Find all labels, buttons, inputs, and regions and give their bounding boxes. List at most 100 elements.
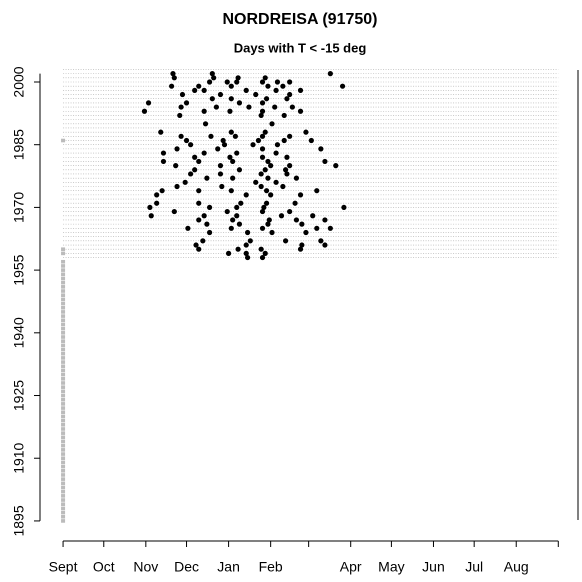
point — [158, 129, 164, 135]
point — [217, 91, 224, 98]
y-tick-label: 1940 — [11, 317, 27, 348]
point — [274, 142, 281, 148]
missing-point — [61, 502, 66, 507]
point — [299, 221, 305, 227]
point — [246, 104, 252, 110]
missing-point — [61, 506, 66, 511]
point — [236, 221, 243, 227]
missing-point — [61, 389, 66, 394]
point — [303, 229, 309, 236]
x-tick-label: Aug — [504, 559, 529, 575]
point — [224, 79, 230, 85]
point — [308, 137, 314, 144]
x-tick-label: Apr — [340, 559, 362, 575]
missing-point — [61, 410, 66, 415]
point — [169, 83, 175, 89]
point — [293, 175, 300, 181]
missing-point — [61, 456, 66, 461]
point — [193, 242, 199, 248]
point — [266, 217, 272, 223]
point — [154, 192, 160, 198]
point — [230, 158, 236, 165]
point — [171, 208, 177, 215]
point — [171, 75, 177, 81]
point — [145, 100, 152, 106]
point — [234, 79, 240, 85]
point — [259, 154, 266, 160]
missing-point — [61, 293, 66, 297]
missing-point — [61, 251, 66, 256]
point — [314, 225, 320, 231]
point — [327, 225, 333, 231]
point — [289, 104, 295, 110]
point — [202, 121, 209, 127]
point — [188, 142, 194, 148]
missing-point — [61, 314, 66, 318]
point — [322, 242, 328, 248]
point — [247, 238, 253, 244]
point — [228, 129, 234, 135]
point — [204, 175, 210, 181]
missing-point — [61, 305, 66, 310]
missing-point — [61, 381, 66, 385]
point — [261, 204, 267, 211]
y-tick-label: 1955 — [11, 254, 27, 285]
y-tick-label: 2000 — [11, 66, 27, 97]
point — [293, 217, 300, 223]
point — [322, 217, 328, 223]
point — [160, 150, 167, 156]
y-tick-label: 1895 — [11, 505, 27, 536]
point — [206, 204, 213, 211]
point — [244, 254, 251, 261]
point — [265, 175, 271, 181]
point — [178, 104, 184, 110]
point — [318, 238, 324, 244]
point — [201, 87, 207, 93]
x-tick-label: Jun — [422, 559, 445, 575]
point — [173, 163, 179, 169]
missing-point — [61, 406, 66, 410]
point — [258, 183, 264, 190]
point — [204, 221, 210, 227]
point — [228, 188, 234, 194]
point — [339, 83, 346, 89]
missing-point — [61, 247, 66, 252]
point — [273, 179, 279, 185]
point — [177, 112, 183, 119]
missing-point — [61, 372, 66, 377]
point — [232, 133, 238, 139]
point — [273, 87, 279, 93]
point — [269, 229, 275, 236]
point — [278, 213, 285, 219]
point — [284, 171, 290, 177]
point — [141, 108, 148, 114]
point — [262, 250, 268, 256]
point — [196, 158, 202, 165]
point — [273, 150, 279, 156]
missing-point — [61, 276, 66, 281]
point — [297, 87, 304, 93]
point — [281, 112, 287, 119]
point — [213, 104, 219, 110]
point — [282, 167, 289, 173]
y-tick-label: 1910 — [11, 442, 27, 473]
missing-point — [61, 331, 66, 335]
missing-point — [61, 431, 66, 435]
missing-point — [61, 519, 66, 523]
missing-point — [61, 318, 66, 323]
point — [201, 108, 207, 114]
x-tick-label: Feb — [259, 559, 283, 575]
point — [287, 163, 293, 169]
point — [196, 200, 202, 206]
point — [154, 200, 160, 206]
point — [209, 96, 215, 102]
point — [280, 183, 286, 190]
point — [255, 137, 262, 144]
missing-point — [61, 280, 66, 285]
missing-point — [61, 464, 66, 469]
missing-point — [61, 468, 66, 473]
point — [217, 163, 224, 169]
point — [262, 129, 268, 135]
point — [297, 192, 304, 198]
